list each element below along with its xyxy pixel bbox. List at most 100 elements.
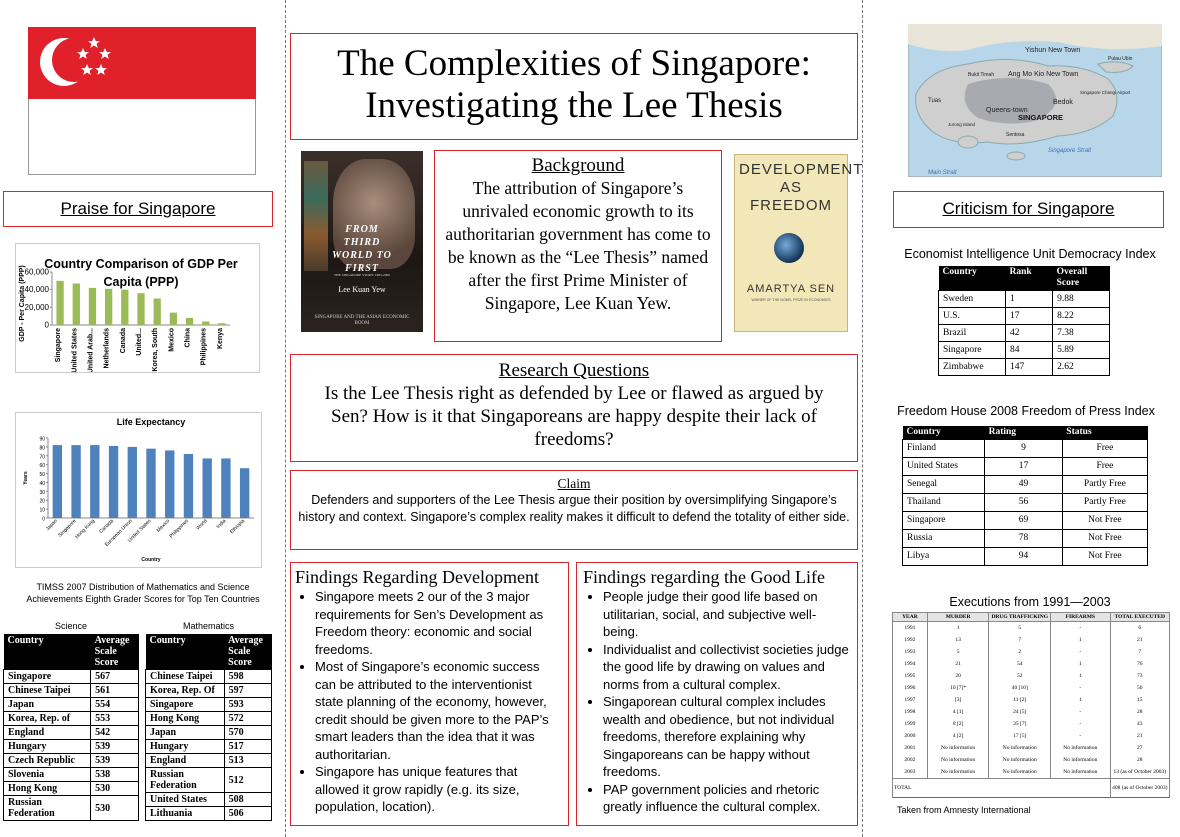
table-cell: 21 — [1109, 634, 1171, 646]
bullet-item: Singapore has unique features that allow… — [315, 763, 562, 816]
caption: TIMSS 2007 Distribution of Mathematics a… — [26, 582, 260, 604]
table-cell: 49 — [984, 475, 1063, 494]
table-row: Russian Federation 530 — [2, 795, 139, 821]
table-row: Thailand 56 Partly Free — [901, 493, 1149, 512]
table-cell: [3] — [926, 694, 990, 706]
table-cell: 517 — [223, 739, 273, 754]
header-row: Country Rating Status — [902, 426, 1148, 440]
table-cell: 1 — [1005, 290, 1054, 308]
table-row: Korea, Rep. Of 597 — [145, 683, 273, 698]
table-cell: 593 — [223, 697, 273, 712]
table-cell: 17 — [984, 457, 1063, 476]
table-cell: No information — [926, 766, 990, 779]
table-cell: 28 — [1109, 706, 1171, 718]
x-tick-label: Netherlands — [104, 328, 111, 369]
table-row: Hungary 517 — [145, 739, 273, 754]
x-tick-label: United States — [71, 328, 78, 372]
map: Yishun New Town Ang Mo Kio New Town Buki… — [908, 24, 1162, 177]
map-label: Main Strait — [928, 170, 957, 176]
table-row: Hong Kong 572 — [145, 711, 273, 726]
x-tick-label: India — [215, 518, 227, 530]
table-row: 1994 21 54 1 76 — [892, 658, 1171, 670]
table-row: 1999 8 [2] 35 [7] -43 — [892, 718, 1171, 730]
table-row: Japan 554 — [2, 697, 139, 712]
bar — [121, 289, 129, 325]
header-cell: Status — [1062, 426, 1148, 440]
table-row: 1998 4 [1] 24 [5] -28 — [892, 706, 1171, 718]
table-cell: 20 — [926, 670, 990, 682]
bar — [52, 445, 63, 518]
paragraph: Is the Lee Thesis right as defended by L… — [324, 383, 824, 450]
table-cell: No information — [926, 742, 990, 754]
bar — [165, 450, 175, 518]
title-line: The Complexities of Singapore: — [337, 43, 811, 84]
x-tick-label: United Arab... — [87, 328, 94, 372]
table-cell: No information — [988, 754, 1052, 766]
table: Country Rank Overall Score Sweden 1 9.88 U.S. 1… — [937, 266, 1110, 376]
table-row: 1993 5 2-7 — [892, 646, 1171, 658]
bar — [202, 458, 212, 518]
table-cell: 5 — [926, 646, 990, 658]
table-cell: 530 — [90, 781, 139, 796]
header-cell: Rating — [984, 426, 1063, 440]
map-label: Tuas — [928, 98, 941, 104]
map-label: Bedok — [1053, 99, 1073, 106]
table-cell: Brazil — [937, 324, 1007, 342]
y-axis-label: GDP - Per Capita (PPP) — [19, 265, 26, 342]
table-cell: Singapore — [901, 511, 986, 530]
bar — [56, 280, 64, 325]
table-cell: 17 — [1005, 307, 1054, 325]
chart-frame: Life Expectancy 0 10 20 30 40 50 60 70 80 90 Japan S… — [15, 412, 262, 568]
table-cell: Not Free — [1061, 529, 1149, 548]
section-heading: Findings Regarding Development — [295, 567, 539, 587]
y-tick-label: 60 — [39, 463, 45, 469]
book-author: AMARTYA SEN — [746, 283, 836, 295]
chart: 0 20,000 40,000 60,000 Singapore United State… — [19, 265, 230, 372]
x-tick-label: Mexico — [168, 328, 175, 352]
bullet-list: Singapore meets 2 our of the 3 major req… — [295, 588, 562, 816]
map-label: Sentosa — [1006, 132, 1025, 138]
header-cell: Country — [938, 266, 1006, 291]
table-cell: 5 — [988, 621, 1052, 634]
y-tick-label: 40 — [39, 481, 45, 487]
table-cell: Korea, Rep. Of — [145, 683, 225, 698]
table-cell: 17 [5] — [988, 730, 1052, 742]
bar — [72, 283, 80, 325]
header-cell: Country — [902, 426, 985, 440]
bar — [137, 293, 145, 325]
table-cell: 1997 — [892, 694, 928, 706]
flag — [28, 27, 256, 175]
table-cell: 78 — [984, 529, 1063, 548]
table-cell: Thailand — [901, 493, 986, 512]
x-tick-label: United... — [136, 328, 143, 356]
table-row: Senegal 49 Partly Free — [901, 475, 1149, 494]
table-cell: Chinese Taipei — [2, 683, 92, 698]
table-row: Singapore 567 — [2, 669, 139, 684]
table-row: 1992 13 7 1 21 — [892, 634, 1171, 646]
table-row: 1991 1 5-6 — [892, 621, 1171, 634]
table-cell: 2.62 — [1052, 358, 1110, 376]
table-cell: Hungary — [145, 739, 225, 754]
table-row: Hong Kong 530 — [2, 781, 139, 796]
divider — [285, 0, 286, 837]
bullet-item: Singapore meets 2 our of the 3 major req… — [315, 588, 562, 658]
total-row: TOTAL 408 (as of October 2003) — [892, 778, 1171, 798]
table-cell: 11 [2] — [988, 694, 1052, 706]
bullet-item: Singaporean cultural complex includes we… — [603, 693, 851, 781]
y-tick-label: 0 — [45, 321, 50, 330]
paragraph: The attribution of Singapore’s unrivaled… — [445, 178, 711, 313]
header-row: Country Rank Overall Score — [938, 266, 1110, 291]
table-cell: 1999 — [892, 718, 928, 730]
y-tick-label: 90 — [39, 437, 45, 443]
table-cell: 567 — [90, 669, 139, 684]
table-cell: 539 — [90, 753, 139, 768]
header-cell: Average Scale Score — [90, 634, 139, 670]
header-cell: Country — [145, 634, 225, 670]
bar — [108, 446, 119, 518]
table-cell: Partly Free — [1061, 475, 1149, 494]
bullet-item: Most of Singapore’s economic success can… — [315, 658, 562, 763]
table-cell: 1994 — [892, 658, 928, 670]
table-cell: Partly Free — [1061, 493, 1149, 512]
y-tick-label: 20 — [39, 499, 45, 505]
table-row: United States 508 — [145, 792, 273, 807]
